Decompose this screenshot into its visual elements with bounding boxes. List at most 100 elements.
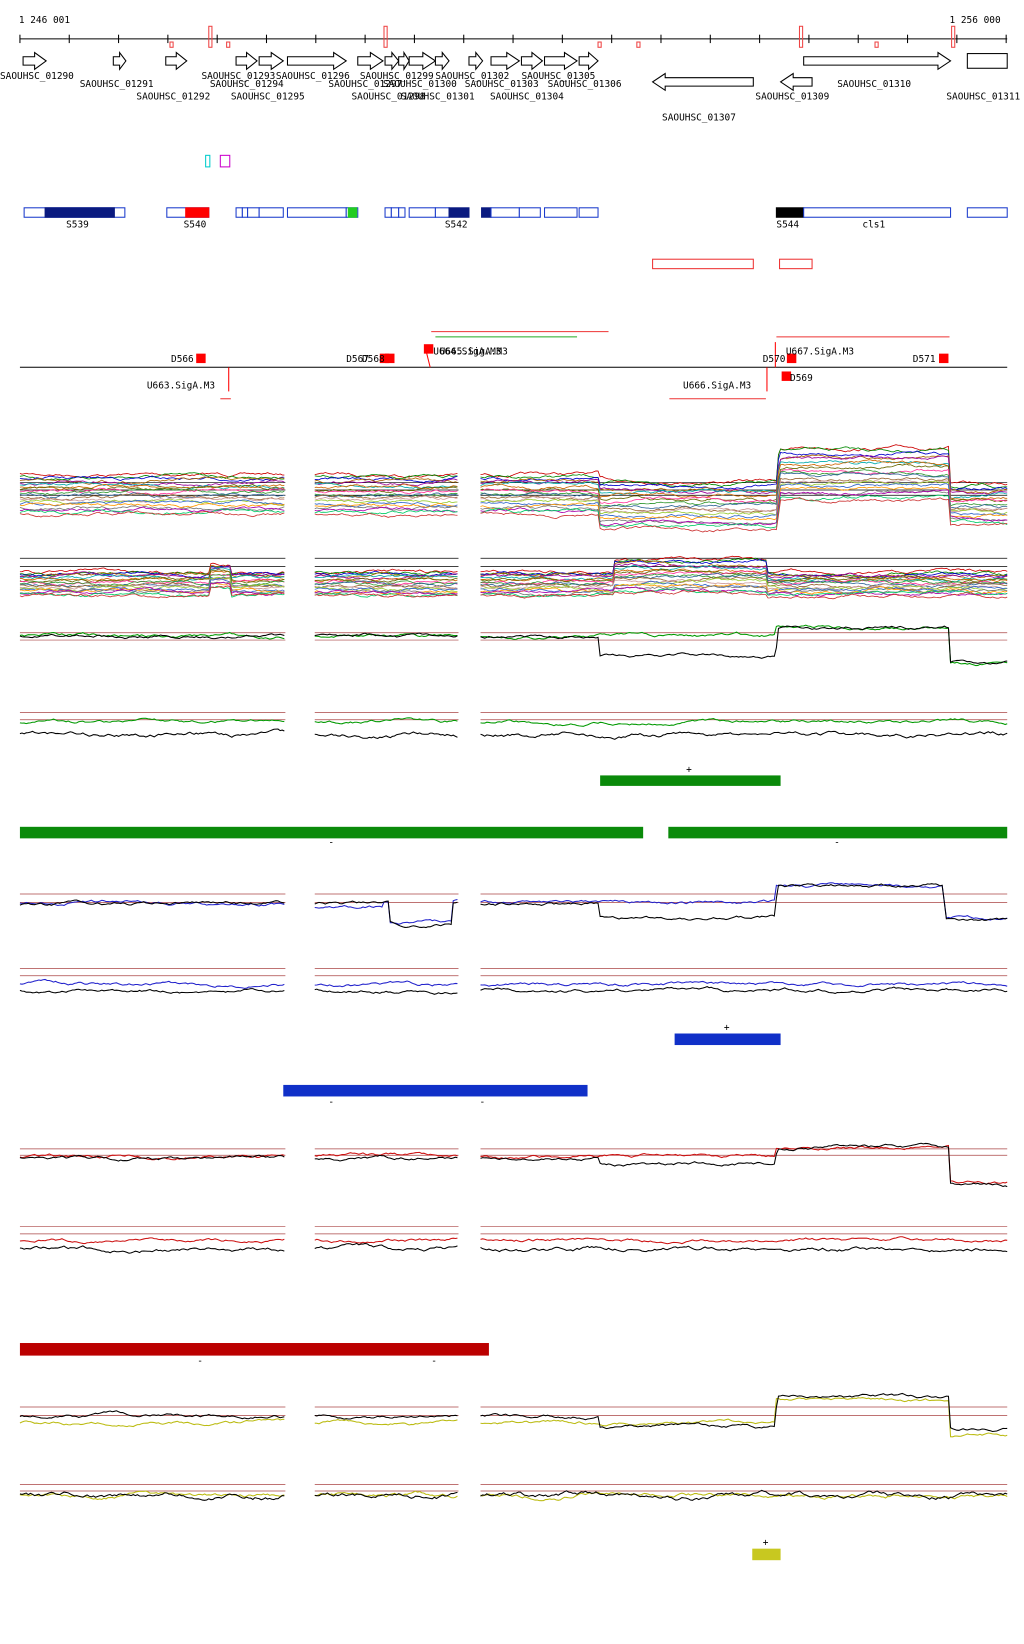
- strand-sign: -: [328, 1097, 334, 1108]
- strand-bar: [674, 1033, 781, 1046]
- feature-label: D570: [763, 354, 786, 365]
- segment: [247, 207, 260, 218]
- gene-arrow: [258, 51, 285, 71]
- segment: [434, 207, 450, 218]
- signal-line: [480, 1489, 1008, 1501]
- signal-line: [19, 567, 285, 582]
- signal-line: [314, 586, 458, 593]
- strand-sign: +: [724, 1022, 730, 1033]
- segment: [481, 207, 492, 218]
- signal-line: [314, 589, 458, 597]
- signal-line: [480, 586, 1008, 597]
- signal-line: [480, 624, 1008, 667]
- signal-line: [19, 1245, 285, 1254]
- signal-line: [480, 1397, 1008, 1438]
- signal-line: [19, 487, 285, 496]
- signal-line: [314, 1154, 458, 1162]
- signal-line: [314, 494, 458, 500]
- ruler-marker: [597, 41, 602, 48]
- signal-line: [19, 505, 285, 512]
- signal-line: [19, 1418, 285, 1428]
- gene-label: SAOUHSC_01310: [837, 79, 911, 90]
- feature-tick: [424, 346, 431, 368]
- signal-line: [19, 565, 285, 579]
- signal-line: [314, 504, 458, 511]
- segment: [384, 207, 392, 218]
- signal-line: [314, 573, 458, 579]
- signal-line: [480, 1245, 1008, 1253]
- signal-line: [480, 477, 1008, 513]
- signal-line: [314, 1237, 458, 1244]
- segment: [518, 207, 541, 218]
- signal-line: [480, 576, 1008, 591]
- signal-line: [480, 472, 1008, 509]
- feature-marker: [196, 353, 206, 364]
- signal-line: [480, 489, 1008, 527]
- gene-arrow: [408, 51, 437, 71]
- signal-line: [19, 988, 285, 994]
- signal-line: [480, 1392, 1008, 1432]
- gene-arrow: [434, 51, 450, 71]
- signal-line: [314, 502, 458, 508]
- gene-label: SAOUHSC_01302: [435, 71, 509, 82]
- feature-label: D567: [346, 354, 369, 365]
- signal-line: [314, 499, 458, 505]
- gene-arrow: [384, 51, 400, 71]
- feature-label: D569: [790, 373, 813, 384]
- signal-line: [314, 583, 458, 590]
- signal-line: [480, 459, 1008, 501]
- segment: [803, 207, 952, 218]
- signal-line: [314, 587, 458, 593]
- segment: [390, 207, 400, 218]
- feature-label: D566: [171, 354, 194, 365]
- signal-line: [314, 1414, 458, 1420]
- gene-arrow: [235, 51, 258, 71]
- signal-line: [19, 562, 285, 576]
- feature-marker: [786, 353, 797, 364]
- feature-marker: [939, 353, 949, 364]
- signal-line: [314, 1242, 458, 1252]
- signal-line: [314, 580, 458, 588]
- signal-line: [480, 882, 1008, 921]
- signal-line: [314, 512, 458, 518]
- signal-line: [19, 899, 285, 906]
- signal-line: [314, 593, 458, 598]
- feature-marker: [423, 344, 434, 354]
- signal-line: [19, 728, 285, 738]
- signal-line: [314, 475, 458, 484]
- gene-label: SAOUHSC_01290: [0, 71, 74, 82]
- signal-line: [314, 486, 458, 493]
- segment-label: cls1: [862, 220, 885, 231]
- segment: [347, 207, 358, 218]
- strand-bar: [600, 775, 781, 786]
- gene-label: SAOUHSC_01296: [276, 71, 350, 82]
- ruler-end: 1 256 000: [950, 15, 1001, 26]
- strand-sign: +: [763, 1538, 769, 1549]
- signal-line: [314, 590, 458, 595]
- signal-line: [314, 477, 458, 485]
- signal-line: [19, 506, 285, 513]
- segment: [544, 207, 578, 218]
- gene-label: SAOUHSC_01295: [231, 92, 305, 103]
- signal-line: [480, 446, 1008, 489]
- feature-label: U667.SigA.M3: [786, 347, 854, 358]
- signal-line: [480, 486, 1008, 521]
- gene-label: SAOUHSC_01300: [383, 79, 457, 90]
- segment: [398, 207, 406, 218]
- signal-line: [19, 581, 285, 596]
- strand-bar: [19, 1343, 489, 1356]
- signal-line: [480, 494, 1008, 529]
- strand-bar: [283, 1084, 588, 1097]
- ruler-start: 1 246 001: [19, 15, 70, 26]
- strand-bar: [668, 826, 1008, 839]
- signal-line: [480, 577, 1008, 594]
- signal-line: [480, 1236, 1008, 1245]
- segment: [241, 207, 249, 218]
- region: [779, 258, 813, 270]
- segment: [185, 207, 210, 218]
- segment-label: S540: [184, 220, 207, 231]
- feature-marker: [385, 353, 395, 364]
- strand-sign: -: [479, 1097, 485, 1108]
- signal-line: [19, 499, 285, 507]
